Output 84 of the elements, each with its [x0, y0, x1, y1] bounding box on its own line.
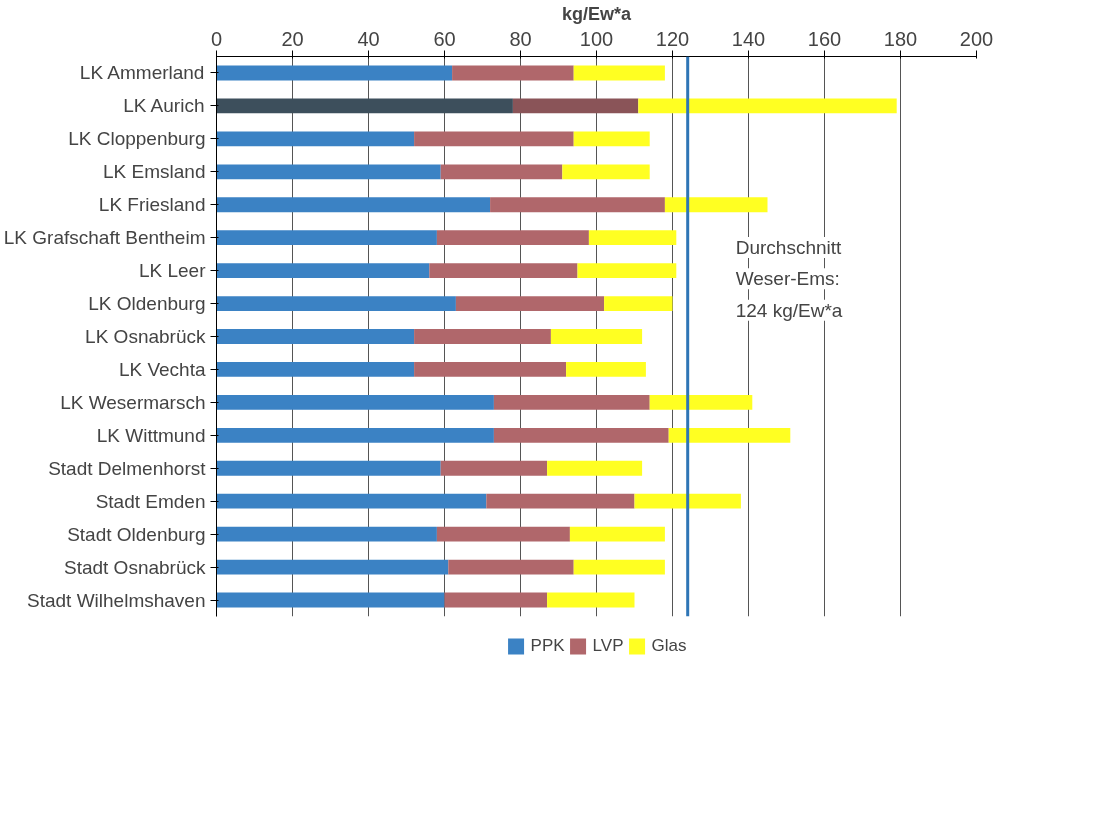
bar: [444, 592, 548, 608]
bar: [455, 296, 605, 311]
x-tick-label: 200: [959, 27, 994, 50]
y-tick-label: Stadt Emden: [95, 490, 206, 512]
bar: [216, 394, 494, 410]
bar: [440, 164, 563, 180]
x-tick-label: 40: [357, 27, 380, 50]
bar: [573, 131, 650, 147]
bar: [577, 263, 677, 279]
bar: [490, 197, 665, 213]
bar: [216, 197, 491, 213]
y-tick-label: LK Leer: [138, 260, 207, 282]
bar: [216, 493, 487, 509]
legend-label: LVP: [592, 636, 624, 656]
y-tick-label: LK Friesland: [98, 194, 206, 216]
bar: [493, 427, 669, 443]
y-tick-label: LK Grafschaft Bentheim: [3, 227, 206, 249]
bar: [440, 460, 548, 476]
bar: [493, 394, 650, 410]
bar: [216, 230, 437, 246]
y-tick-label: Stadt Oldenburg: [67, 523, 206, 545]
bar: [649, 394, 753, 410]
bar: [573, 559, 665, 575]
y-tick-label: LK Cloppenburg: [68, 128, 206, 150]
y-tick-label: Stadt Delmenhorst: [48, 457, 207, 479]
x-tick-label: 180: [883, 27, 918, 50]
bar: [664, 197, 768, 213]
x-axis-title: kg/Ew*a: [561, 3, 632, 24]
legend-label: Glas: [651, 636, 687, 656]
bar: [486, 493, 635, 509]
bar: [216, 559, 449, 575]
bar: [216, 65, 453, 81]
y-tick-label: LK Emsland: [103, 161, 206, 183]
y-tick-label: Stadt Osnabrück: [63, 556, 206, 578]
y-tick-label: LK Wittmund: [96, 424, 206, 446]
bar: [668, 427, 791, 443]
y-tick-label: LK Oldenburg: [88, 293, 206, 315]
bar: [634, 493, 741, 509]
bar: [216, 526, 437, 542]
bar: [436, 230, 589, 246]
bar: [569, 526, 665, 542]
x-tick-label: 140: [731, 27, 766, 50]
y-tick-label: LK Wesermarsch: [60, 391, 206, 413]
y-tick-label: Stadt Wilhelmshaven: [27, 589, 206, 611]
bar: [414, 329, 551, 344]
bar: [638, 98, 897, 114]
ref-line-label: Durchschnitt Weser-Ems: 124 kg/Ew*a: [735, 237, 843, 321]
bar: [414, 362, 567, 377]
y-tick-label: LK Osnabrück: [85, 326, 206, 347]
bar: [448, 559, 574, 575]
bar: [588, 230, 677, 246]
bar: [216, 263, 430, 279]
bar: [604, 296, 673, 311]
bar: [429, 263, 578, 279]
bar: [216, 460, 441, 476]
bar: [216, 427, 494, 443]
x-tick-label: 160: [807, 27, 842, 50]
bar: [566, 362, 646, 377]
bar: [547, 592, 635, 608]
y-tick-label: LK Aurich: [123, 95, 205, 117]
x-tick-label: 100: [579, 27, 614, 50]
bar: [216, 329, 415, 344]
x-tick-label: 20: [281, 27, 304, 50]
y-tick-label: LK Ammerland: [79, 62, 205, 84]
bar: [452, 65, 574, 81]
bar: [216, 592, 445, 608]
x-tick-label: 0: [210, 27, 223, 50]
bar: [216, 98, 513, 114]
bar: [436, 526, 570, 542]
x-tick-label: 80: [509, 27, 532, 50]
bar: [216, 131, 415, 147]
bar: [216, 362, 415, 377]
bar: [547, 460, 643, 476]
bar: [216, 164, 441, 180]
bar: [216, 296, 456, 311]
bar: [512, 98, 639, 114]
bar: [562, 164, 650, 180]
bar: [573, 65, 665, 81]
bar: [550, 329, 643, 344]
x-tick-label: 120: [655, 27, 690, 50]
bar: [414, 131, 574, 147]
y-tick-label: LK Vechta: [118, 358, 206, 380]
x-tick-label: 60: [433, 27, 456, 50]
legend-label: PPK: [530, 636, 565, 656]
